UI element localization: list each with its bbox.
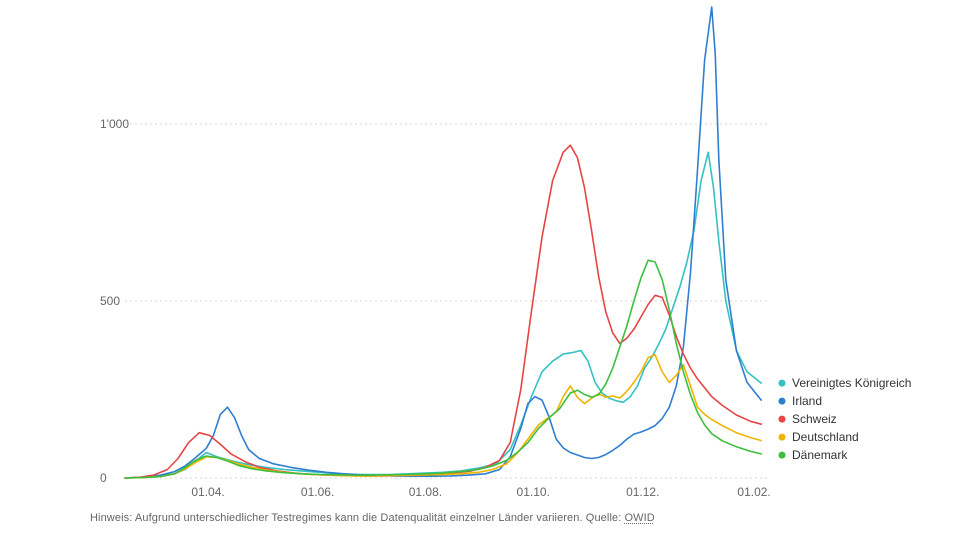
x-axis-tick-label: 01.06. bbox=[301, 485, 334, 499]
legend-label-ie: Irland bbox=[792, 394, 822, 408]
footnote-text: Hinweis: Aufgrund unterschiedlicher Test… bbox=[90, 512, 625, 524]
legend-marker-ie bbox=[779, 398, 786, 405]
footnote-source-link[interactable]: OWID bbox=[625, 512, 655, 524]
line-chart: 0 500 1'000 01.04. 01.06. 01.08. 01.10. 01.12. 0… bbox=[0, 0, 960, 539]
y-axis-tick-label: 0 bbox=[100, 471, 107, 485]
x-axis-tick-label: 01.02. bbox=[737, 485, 770, 499]
chart-footnote: Hinweis: Aufgrund unterschiedlicher Test… bbox=[90, 512, 655, 524]
series-line-uk bbox=[125, 152, 761, 478]
legend-marker-de bbox=[779, 434, 786, 441]
x-axis-tick-label: 01.04. bbox=[191, 485, 224, 499]
series-line-ie bbox=[125, 7, 761, 478]
legend-label-de: Deutschland bbox=[792, 430, 859, 444]
legend-label-dk: Dänemark bbox=[792, 448, 848, 462]
x-axis-tick-label: 01.10. bbox=[517, 485, 550, 499]
chart-container: 0 500 1'000 01.04. 01.06. 01.08. 01.10. 01.12. 0… bbox=[0, 0, 960, 539]
legend-label-uk: Vereinigtes Königreich bbox=[792, 376, 911, 390]
series-line-ch bbox=[125, 145, 761, 478]
legend-marker-dk bbox=[779, 452, 786, 459]
y-axis-tick-label: 1'000 bbox=[100, 117, 129, 131]
legend-marker-uk bbox=[779, 380, 786, 387]
x-axis-tick-label: 01.08. bbox=[409, 485, 442, 499]
y-axis-tick-label: 500 bbox=[100, 294, 120, 308]
x-axis-tick-label: 01.12. bbox=[626, 485, 659, 499]
legend-marker-ch bbox=[779, 416, 786, 423]
legend-label-ch: Schweiz bbox=[792, 412, 837, 426]
